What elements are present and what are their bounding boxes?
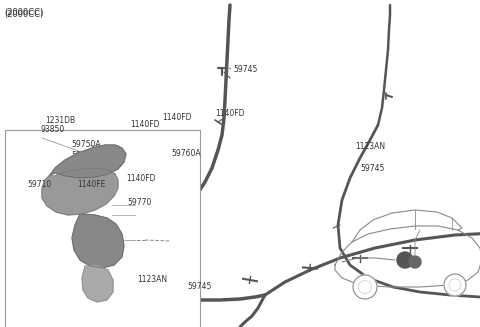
Text: 1140FE: 1140FE — [77, 180, 105, 189]
Bar — [5, 130, 200, 327]
Circle shape — [353, 275, 377, 299]
Text: 59710: 59710 — [27, 180, 52, 189]
Text: 59745: 59745 — [360, 164, 384, 173]
Polygon shape — [82, 266, 113, 302]
Text: 1123AN: 1123AN — [355, 142, 385, 151]
Circle shape — [409, 256, 421, 268]
Text: 1140FD: 1140FD — [215, 109, 244, 118]
Text: 1123AN: 1123AN — [137, 275, 167, 284]
Text: 59745: 59745 — [187, 282, 212, 291]
Text: 1231DB: 1231DB — [46, 116, 76, 126]
Text: 59760A: 59760A — [172, 149, 202, 158]
Text: (2000CC): (2000CC) — [4, 10, 43, 19]
Text: 1140FD: 1140FD — [131, 120, 160, 129]
Text: (2000CC): (2000CC) — [4, 8, 43, 17]
Text: 93850: 93850 — [41, 125, 65, 134]
Circle shape — [397, 252, 413, 268]
Text: 59739A: 59739A — [71, 158, 101, 167]
Polygon shape — [42, 168, 118, 215]
Text: 59745: 59745 — [233, 65, 257, 75]
Text: 59770: 59770 — [127, 198, 152, 207]
Circle shape — [444, 274, 466, 296]
Text: 59958: 59958 — [71, 151, 96, 161]
Polygon shape — [72, 214, 124, 268]
Polygon shape — [50, 145, 126, 178]
Text: 1140FD: 1140FD — [126, 174, 156, 183]
Text: 59750A: 59750A — [71, 140, 101, 149]
Text: 1140FD: 1140FD — [162, 112, 191, 122]
